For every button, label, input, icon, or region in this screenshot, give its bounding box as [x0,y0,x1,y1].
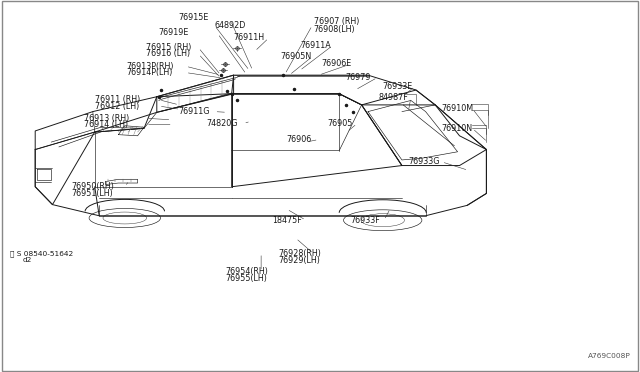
Text: 76951(LH): 76951(LH) [72,189,113,198]
Text: 76912 (LH): 76912 (LH) [95,102,139,110]
Text: 76919E: 76919E [159,28,189,37]
Text: 76911H: 76911H [234,33,265,42]
Text: 76913P(RH): 76913P(RH) [127,62,174,71]
Text: Ⓢ S 08540-51642: Ⓢ S 08540-51642 [10,250,73,257]
Text: 76905: 76905 [328,119,353,128]
Text: 76916 (LH): 76916 (LH) [146,49,190,58]
Text: 76914 (LH): 76914 (LH) [84,120,129,129]
Text: 76915 (RH): 76915 (RH) [146,43,191,52]
Text: 76907 (RH): 76907 (RH) [314,17,359,26]
Text: 76954(RH): 76954(RH) [225,267,268,276]
Text: 76929(LH): 76929(LH) [278,256,320,265]
Text: 74820G: 74820G [206,119,237,128]
Text: 76915E: 76915E [178,13,208,22]
Text: 84987F: 84987F [379,93,408,102]
Text: 76910N: 76910N [442,124,473,133]
Text: 76911A: 76911A [301,41,332,50]
Text: 76905N: 76905N [280,52,312,61]
Text: 76911G: 76911G [178,107,209,116]
Text: 76913 (RH): 76913 (RH) [84,114,130,123]
Text: 76906: 76906 [287,135,312,144]
Text: 76950(RH): 76950(RH) [72,182,115,191]
Text: 76908(LH): 76908(LH) [314,25,355,33]
Text: 76928(RH): 76928(RH) [278,249,321,258]
Text: A769C008P: A769C008P [588,353,630,359]
Text: 76906E: 76906E [321,60,351,68]
Text: 76911 (RH): 76911 (RH) [95,95,140,104]
Text: 76910M: 76910M [442,104,474,113]
Text: 18475F: 18475F [272,216,301,225]
Text: 76933G: 76933G [408,157,440,166]
Text: 76979: 76979 [346,73,371,82]
Text: d2: d2 [22,257,32,263]
Text: 76933F: 76933F [351,216,380,225]
Text: 76914P(LH): 76914P(LH) [127,68,173,77]
Text: 76933E: 76933E [383,82,413,91]
Text: 76955(LH): 76955(LH) [225,274,267,283]
Text: 64892D: 64892D [214,21,246,30]
